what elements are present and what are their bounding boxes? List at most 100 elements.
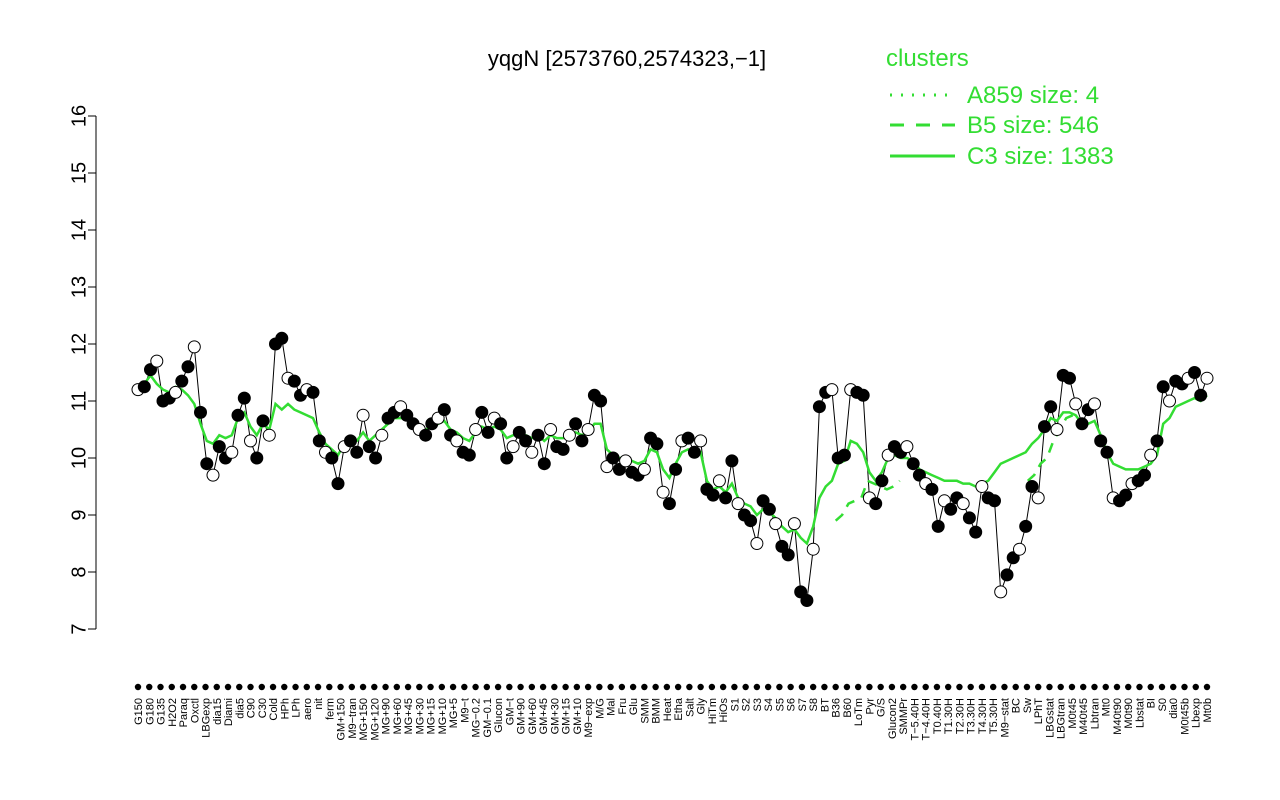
series-0-line (137, 337, 1208, 602)
x-tick-mark (1125, 683, 1132, 691)
x-tick-mark (461, 683, 468, 691)
data-point (519, 434, 533, 448)
x-tick-label: BT (819, 698, 831, 712)
data-point (956, 497, 970, 511)
data-point (1038, 420, 1051, 434)
x-tick-mark (1012, 683, 1019, 691)
x-tick-label: GM+45 (538, 698, 550, 734)
data-point (244, 434, 257, 448)
data-point (744, 514, 758, 528)
x-tick-label: nit (313, 698, 325, 710)
x-tick-mark (584, 683, 592, 691)
x-tick-label: HiTm (707, 698, 719, 724)
x-tick-mark (191, 683, 198, 691)
data-point (925, 482, 939, 496)
data-point (287, 374, 301, 388)
x-tick-label: MG+60 (392, 698, 404, 734)
data-point (669, 462, 683, 476)
legend-label-dotted: A859 size: 4 (967, 82, 1099, 109)
data-point (619, 454, 633, 468)
y-tick-label: 7 (68, 623, 90, 634)
data-point (194, 405, 207, 419)
data-point (494, 417, 508, 431)
x-tick-label: M9−tran (347, 698, 359, 739)
data-point (469, 423, 483, 436)
x-tick-mark (821, 683, 828, 691)
y-tick-label: 9 (68, 509, 90, 520)
x-tick-label: T3.30H (966, 698, 978, 734)
data-point (237, 391, 251, 405)
x-tick-mark (1158, 683, 1166, 691)
x-tick-mark (742, 683, 749, 691)
x-tick-label: Cold (268, 698, 280, 721)
x-tick-label: C90 (246, 698, 258, 718)
data-point (181, 360, 195, 374)
data-point (975, 480, 989, 493)
data-point (681, 431, 695, 445)
x-tick-label: Salt (684, 698, 696, 717)
data-point (537, 457, 551, 471)
data-point (331, 477, 345, 491)
data-point (475, 405, 489, 419)
x-tick-mark (404, 683, 412, 691)
data-point (1063, 371, 1076, 385)
x-tick-mark (146, 683, 153, 691)
data-point (837, 448, 851, 462)
data-point (1025, 480, 1039, 493)
data-point (325, 451, 339, 465)
x-tick-mark (247, 683, 254, 691)
x-tick-mark (483, 683, 491, 691)
data-point (787, 517, 801, 531)
data-point (569, 417, 583, 431)
data-point (262, 428, 276, 442)
data-point (781, 548, 795, 562)
x-tick-mark (562, 683, 569, 691)
x-tick-label: M9−t (459, 698, 471, 723)
x-tick-mark (877, 683, 884, 691)
data-point (531, 428, 545, 442)
x-tick-mark (641, 683, 648, 691)
x-tick-label: Mt0 (1101, 698, 1113, 716)
data-point (637, 462, 651, 476)
data-point (806, 542, 820, 556)
x-tick-mark (1147, 683, 1154, 691)
x-tick-mark (674, 683, 682, 691)
data-point (1144, 448, 1158, 462)
x-tick-label: LBGtran (1056, 698, 1068, 739)
data-point (256, 414, 270, 428)
data-point (594, 394, 608, 408)
legend-title: clusters (886, 45, 969, 72)
data-point (462, 448, 476, 462)
data-point (306, 385, 320, 399)
x-tick-label: B60 (842, 698, 854, 718)
data-point (994, 585, 1008, 599)
x-tick-mark (449, 683, 457, 691)
data-point (275, 331, 289, 345)
data-point (969, 525, 983, 539)
x-tick-mark (922, 683, 929, 691)
x-tick-label: MG+45 (403, 698, 415, 734)
data-point (656, 485, 670, 499)
data-point (1019, 519, 1033, 533)
data-point (1194, 388, 1208, 402)
data-point (694, 434, 708, 448)
x-tick-mark (787, 683, 794, 691)
x-tick-label: Lbtran (1089, 698, 1101, 729)
x-tick-label: Mal (606, 698, 618, 716)
data-point (944, 502, 958, 516)
x-tick-mark (258, 683, 265, 691)
data-point (137, 380, 151, 394)
data-point (356, 408, 370, 422)
data-point (931, 519, 945, 533)
data-point (350, 445, 364, 459)
x-tick-mark (1203, 683, 1211, 691)
data-point (900, 440, 914, 454)
x-tick-mark (697, 683, 704, 691)
x-tick-label: G135 (156, 698, 168, 725)
x-tick-mark (202, 683, 209, 691)
x-tick-label: dia0 (1168, 698, 1180, 719)
data-point (825, 383, 839, 397)
x-tick-label: M40t90 (1112, 698, 1124, 735)
data-point (769, 517, 783, 531)
